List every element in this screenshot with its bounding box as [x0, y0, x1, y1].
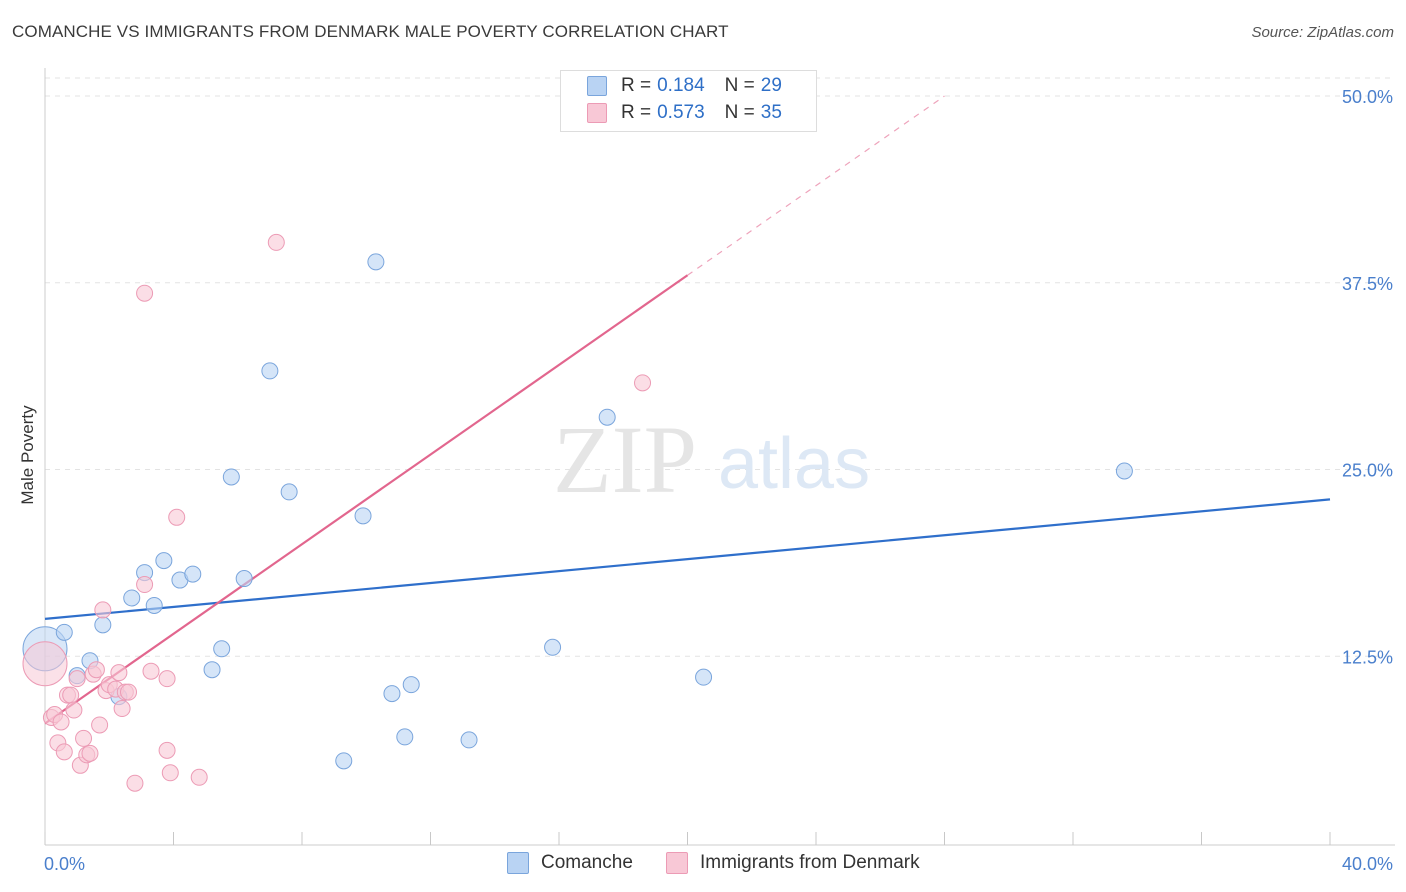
denmark-swatch: [587, 103, 607, 123]
r-label: R =: [621, 75, 652, 96]
denmark-point: [87, 661, 105, 679]
n-label: N =: [724, 102, 755, 123]
denmark-point: [52, 713, 70, 731]
denmark-point: [68, 670, 86, 688]
denmark-point: [168, 508, 186, 526]
n-value: 35: [760, 102, 782, 123]
source-label: Source: ZipAtlas.com: [1251, 24, 1394, 41]
denmark-point: [120, 683, 138, 701]
denmark-point: [22, 641, 68, 687]
comanche-point: [55, 623, 73, 641]
comanche-trend-line: [44, 498, 1331, 620]
x-tick-label-min: 0.0%: [44, 854, 85, 874]
denmark-point: [94, 601, 112, 619]
denmark-point: [113, 700, 131, 718]
denmark-trend-line: [44, 274, 689, 725]
r-label: R =: [621, 102, 652, 123]
denmark-point: [634, 374, 652, 392]
y-tick-label: 37.5%: [1342, 274, 1393, 294]
tick-labels: 12.5% 25.0% 37.5% 50.0% 0.0% 40.0%: [44, 87, 1393, 874]
comanche-point: [335, 752, 353, 770]
denmark-point: [62, 686, 80, 704]
legend-row-denmark: R = 0.573 N = 35: [587, 100, 782, 126]
denmark-point: [110, 664, 128, 682]
x-tick-label-max: 40.0%: [1342, 854, 1393, 874]
data-points: [22, 233, 1133, 792]
comanche-point: [598, 408, 616, 426]
denmark-point: [81, 744, 99, 762]
comanche-point: [155, 552, 173, 570]
denmark-point: [136, 576, 154, 594]
denmark-trend-extension: [687, 95, 945, 276]
comanche-point: [383, 685, 401, 703]
grid-lines: [45, 77, 1395, 657]
comanche-point: [222, 468, 240, 486]
denmark-point: [91, 716, 109, 734]
legend-item-comanche[interactable]: Comanche: [507, 852, 633, 874]
denmark-point: [267, 233, 285, 251]
r-value: 0.184: [657, 75, 705, 96]
y-tick-label: 25.0%: [1342, 461, 1393, 481]
r-value: 0.573: [657, 102, 705, 123]
watermark-zip: ZIP: [553, 406, 697, 513]
denmark-point: [65, 701, 83, 719]
legend-label-comanche: Comanche: [541, 852, 633, 873]
comanche-point: [460, 731, 478, 749]
comanche-swatch: [507, 852, 529, 874]
comanche-point: [367, 253, 385, 271]
comanche-point: [396, 728, 414, 746]
watermark-atlas: atlas: [718, 424, 870, 504]
n-label: N =: [724, 75, 755, 96]
legend-item-denmark[interactable]: Immigrants from Denmark: [666, 852, 920, 874]
comanche-point: [544, 638, 562, 656]
denmark-swatch: [666, 852, 688, 874]
denmark-point: [158, 741, 176, 759]
comanche-point: [695, 668, 713, 686]
comanche-swatch: [587, 76, 607, 96]
comanche-point: [213, 640, 231, 658]
comanche-point: [261, 362, 279, 380]
chart-title: COMANCHE VS IMMIGRANTS FROM DENMARK MALE…: [12, 22, 729, 41]
denmark-point: [190, 768, 208, 786]
legend-row-comanche: R = 0.184 N = 29: [587, 73, 782, 99]
comanche-point: [94, 616, 112, 634]
comanche-point: [354, 507, 372, 525]
comanche-point: [402, 676, 420, 694]
comanche-point: [145, 596, 163, 614]
series-legend: Comanche Immigrants from Denmark: [0, 852, 1406, 878]
comanche-point: [123, 589, 141, 607]
trend-lines: [44, 95, 1331, 725]
denmark-point: [142, 662, 160, 680]
denmark-point: [75, 729, 93, 747]
denmark-point: [158, 670, 176, 688]
comanche-point: [203, 661, 221, 679]
legend-label-denmark: Immigrants from Denmark: [700, 852, 920, 873]
watermark: ZIP atlas: [553, 406, 870, 513]
denmark-point: [126, 774, 144, 792]
comanche-point: [235, 570, 253, 588]
comanche-point: [184, 565, 202, 583]
y-tick-label: 50.0%: [1342, 87, 1393, 107]
denmark-point: [161, 764, 179, 782]
comanche-point: [1115, 462, 1133, 480]
comanche-point: [280, 483, 298, 501]
denmark-point: [55, 743, 73, 761]
y-tick-label: 12.5%: [1342, 647, 1393, 667]
n-value: 29: [760, 75, 782, 96]
stats-legend: R = 0.184 N = 29 R = 0.573 N = 35: [560, 70, 817, 132]
denmark-point: [136, 284, 154, 302]
